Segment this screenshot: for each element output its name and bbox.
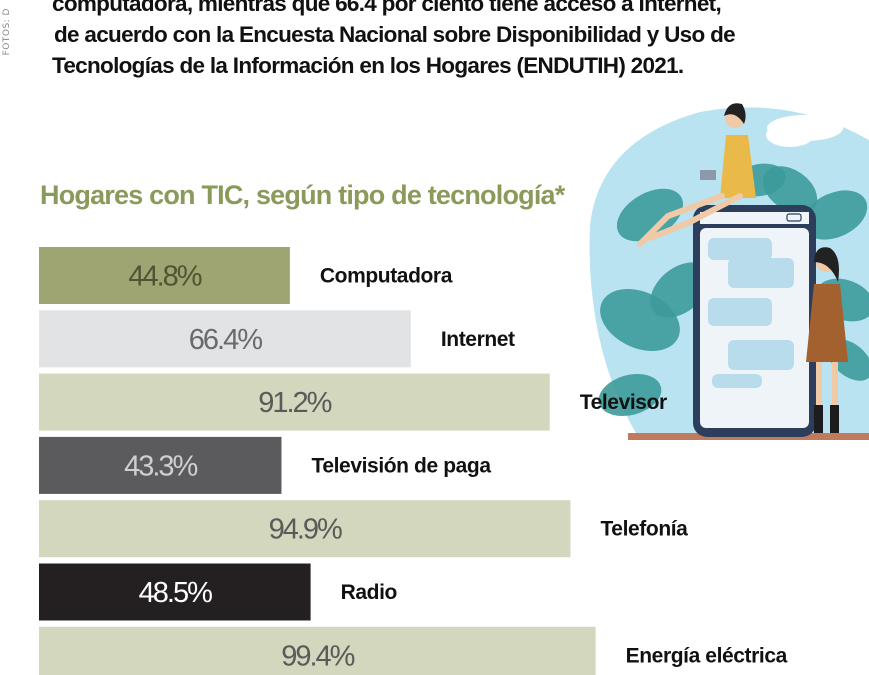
woman-leg: [816, 362, 822, 408]
woman-leg: [832, 362, 838, 408]
woman-hair: [724, 103, 746, 124]
woman-leg: [647, 193, 743, 241]
bar-2: [39, 373, 550, 431]
chat-bubble: [728, 258, 794, 288]
intro-line-1: computadora, mientras que 66.4 por cient…: [52, 0, 722, 16]
chart-title: Hogares con TIC, según tipo de tecnologí…: [40, 180, 565, 210]
bar-category-label-2: Televisor: [580, 391, 667, 414]
leaf-shape: [802, 190, 868, 240]
woman-dress: [720, 135, 756, 198]
woman-dress: [806, 284, 848, 362]
chat-bubble: [712, 374, 762, 388]
bar-value-label-0: 44.8%: [128, 261, 201, 293]
bar-category-label-0: Computadora: [320, 265, 453, 288]
bar-value-label-5: 48.5%: [139, 577, 212, 609]
bar-category-label-1: Internet: [441, 328, 515, 351]
bar-value-label-6: 99.4%: [281, 640, 354, 672]
leaf-shape: [598, 373, 662, 417]
woman-leg: [637, 193, 725, 247]
woman-boot: [814, 405, 823, 433]
chat-bubble: [708, 298, 772, 326]
intro-line-2: de acuerdo con la Encuesta Nacional sobr…: [54, 22, 736, 47]
bar-category-label-3: Televisión de paga: [311, 454, 491, 477]
bar-value-label-4: 94.9%: [269, 514, 342, 546]
leaf-shape: [616, 188, 684, 242]
bar-4: [39, 500, 571, 558]
bar-5: [39, 563, 311, 621]
bar-1: [39, 310, 411, 368]
cloud: [766, 123, 814, 147]
bar-0: [39, 247, 290, 304]
woman-boot: [830, 405, 839, 433]
bar-category-label-5: Radio: [341, 581, 397, 604]
intro-text: computadora, mientras que 66.4 por cient…: [52, 0, 842, 81]
bar-category-label-4: Telefonía: [600, 518, 688, 541]
bar-value-label-1: 66.4%: [189, 324, 262, 356]
bar-3: [39, 436, 282, 494]
phone-statusbar: [700, 212, 809, 224]
chat-bubble: [708, 238, 772, 260]
intro-line-3: Tecnologías de la Información en los Hog…: [52, 53, 684, 78]
bar-6: [39, 626, 596, 675]
woman-hair: [814, 247, 839, 282]
laptop: [700, 170, 716, 180]
bar-value-label-2: 91.2%: [258, 387, 331, 419]
bar-category-label-6: Energía eléctrica: [626, 644, 788, 667]
battery-icon: [786, 213, 802, 222]
chat-bubble: [728, 340, 794, 370]
bar-value-label-3: 43.3%: [124, 450, 197, 482]
